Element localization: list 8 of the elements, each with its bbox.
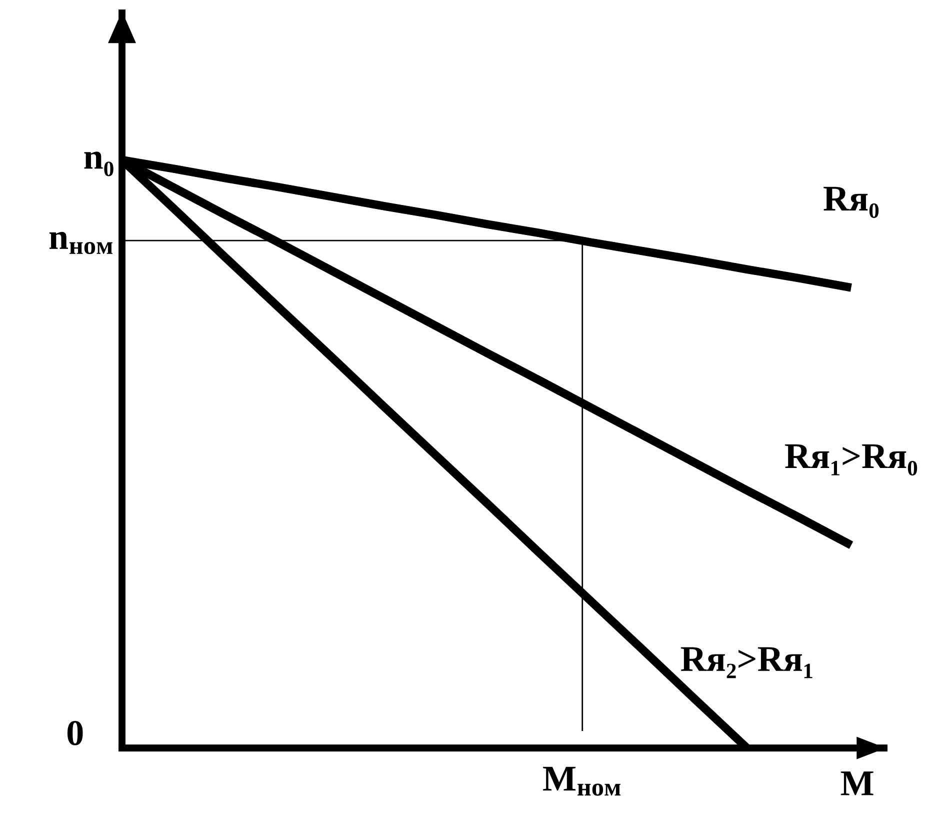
series-label: Rя₁>Rя₀: [785, 444, 918, 476]
x-axis-title: M: [840, 771, 874, 796]
text: n₀: [84, 152, 114, 176]
series-label: Rя₂>Rя₁: [680, 647, 812, 678]
text: 0: [67, 720, 83, 746]
series-label: Rя₀: [824, 186, 879, 218]
text: M$_{ном}$: [543, 766, 620, 796]
ref-line-label: n$_{ном}$: [49, 232, 112, 254]
